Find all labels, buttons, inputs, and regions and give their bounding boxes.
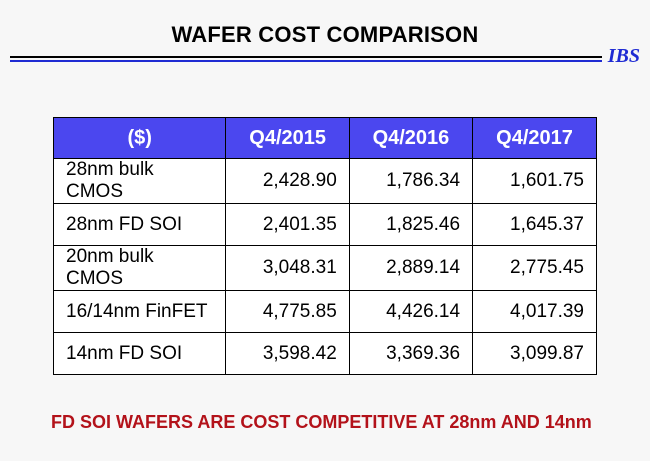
page-title: WAFER COST COMPARISON: [171, 22, 479, 47]
header-q4-2015: Q4/2015: [225, 117, 350, 159]
cell-value: 3,369.36: [348, 332, 474, 375]
cell-value: 4,775.85: [225, 290, 350, 333]
cell-value: 1,825.46: [348, 203, 474, 246]
cell-value: 2,401.35: [225, 203, 350, 246]
row-label: 20nm bulk CMOS: [52, 245, 227, 291]
cell-value: 3,099.87: [472, 332, 597, 375]
row-label: 16/14nm FinFET: [52, 290, 227, 333]
header-q4-2017: Q4/2017: [472, 117, 597, 159]
cell-value: 1,645.37: [472, 203, 597, 246]
title-rule-black: [10, 56, 602, 58]
cell-value: 3,598.42: [225, 332, 350, 375]
row-label: 28nm bulk CMOS: [52, 158, 227, 204]
wafer-cost-table: ($) Q4/2015 Q4/2016 Q4/2017 28nm bulk CM…: [52, 117, 597, 375]
table-row: 16/14nm FinFET 4,775.85 4,426.14 4,017.3…: [52, 290, 597, 333]
cell-value: 3,048.31: [225, 245, 350, 291]
cell-value: 2,775.45: [472, 245, 597, 291]
header-q4-2016: Q4/2016: [348, 117, 474, 159]
cell-value: 4,426.14: [348, 290, 474, 333]
table-row: 28nm bulk CMOS 2,428.90 1,786.34 1,601.7…: [52, 158, 597, 204]
cell-value: 4,017.39: [472, 290, 597, 333]
table-header-row: ($) Q4/2015 Q4/2016 Q4/2017: [52, 117, 597, 159]
cell-value: 2,428.90: [225, 158, 350, 204]
table-row: 28nm FD SOI 2,401.35 1,825.46 1,645.37: [52, 203, 597, 246]
title-rule-blue: [10, 60, 602, 62]
cell-value: 2,889.14: [348, 245, 474, 291]
cell-value: 1,786.34: [348, 158, 474, 204]
cell-value: 1,601.75: [472, 158, 597, 204]
row-label: 28nm FD SOI: [52, 203, 227, 246]
footer-conclusion: FD SOI WAFERS ARE COST COMPETITIVE AT 28…: [51, 412, 592, 432]
ibs-logo: IBS: [607, 45, 640, 67]
table-row: 14nm FD SOI 3,598.42 3,369.36 3,099.87: [52, 332, 597, 375]
table-row: 20nm bulk CMOS 3,048.31 2,889.14 2,775.4…: [52, 245, 597, 291]
row-label: 14nm FD SOI: [52, 332, 227, 375]
header-currency: ($): [52, 117, 227, 159]
